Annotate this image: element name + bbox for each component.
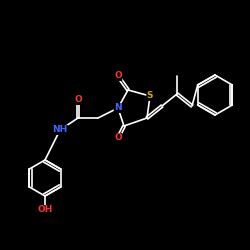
Text: O: O: [114, 134, 122, 142]
Text: NH: NH: [52, 126, 68, 134]
Text: O: O: [74, 96, 82, 104]
Text: O: O: [114, 72, 122, 80]
Text: S: S: [147, 92, 153, 100]
Text: N: N: [114, 104, 122, 112]
Text: OH: OH: [37, 206, 53, 214]
